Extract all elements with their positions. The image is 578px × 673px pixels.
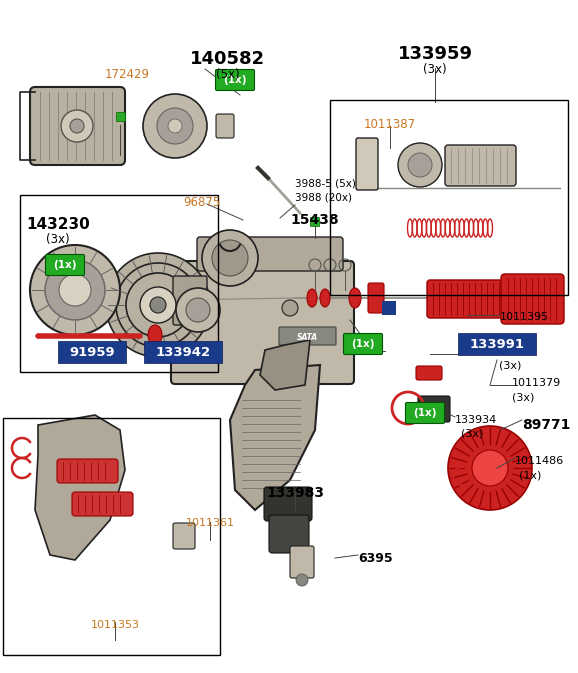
Text: (1x): (1x) <box>413 408 437 418</box>
Text: (3x): (3x) <box>461 429 483 439</box>
FancyBboxPatch shape <box>264 487 312 521</box>
FancyBboxPatch shape <box>356 138 378 190</box>
Bar <box>458 333 536 355</box>
FancyBboxPatch shape <box>279 327 336 345</box>
Circle shape <box>296 574 308 586</box>
Circle shape <box>30 245 120 335</box>
FancyBboxPatch shape <box>46 254 84 275</box>
Text: (5x): (5x) <box>216 68 240 81</box>
Text: SATA: SATA <box>297 332 317 341</box>
FancyBboxPatch shape <box>197 237 343 271</box>
Text: (1x): (1x) <box>223 75 247 85</box>
FancyBboxPatch shape <box>57 459 118 483</box>
Text: 3988-5 (5x): 3988-5 (5x) <box>295 178 356 188</box>
Text: 1011353: 1011353 <box>91 620 139 630</box>
FancyBboxPatch shape <box>445 145 516 186</box>
Circle shape <box>186 298 210 322</box>
Text: 143230: 143230 <box>26 217 90 232</box>
Circle shape <box>70 119 84 133</box>
Text: 89771: 89771 <box>522 418 570 432</box>
Bar <box>202 343 212 353</box>
FancyBboxPatch shape <box>171 261 354 384</box>
Ellipse shape <box>307 289 317 307</box>
Circle shape <box>282 300 298 316</box>
Circle shape <box>202 230 258 286</box>
Bar <box>330 100 568 295</box>
Bar <box>20 195 218 372</box>
Text: (1x): (1x) <box>351 339 375 349</box>
Bar <box>116 112 124 120</box>
Ellipse shape <box>148 325 162 345</box>
Text: 133983: 133983 <box>266 486 324 500</box>
Text: 1011486: 1011486 <box>515 456 564 466</box>
Text: 15438: 15438 <box>291 213 339 227</box>
Text: (3x): (3x) <box>423 63 447 76</box>
Circle shape <box>408 153 432 177</box>
FancyBboxPatch shape <box>216 69 254 90</box>
Text: 3988 (20x): 3988 (20x) <box>295 192 352 202</box>
Bar <box>149 343 157 353</box>
Circle shape <box>472 450 508 486</box>
Text: 1011395: 1011395 <box>500 312 549 322</box>
Polygon shape <box>230 365 320 510</box>
Circle shape <box>61 110 93 142</box>
Text: (3x): (3x) <box>499 360 521 370</box>
FancyBboxPatch shape <box>290 546 314 578</box>
Text: 1011387: 1011387 <box>364 118 416 131</box>
Text: 133942: 133942 <box>155 345 210 359</box>
Bar <box>58 341 126 363</box>
Circle shape <box>106 253 210 357</box>
Text: 91959: 91959 <box>69 345 115 359</box>
Circle shape <box>398 143 442 187</box>
Text: 96875: 96875 <box>183 196 221 209</box>
Circle shape <box>448 426 532 510</box>
FancyBboxPatch shape <box>418 396 450 422</box>
Circle shape <box>143 94 207 158</box>
FancyBboxPatch shape <box>368 283 384 313</box>
Circle shape <box>150 297 166 313</box>
FancyBboxPatch shape <box>173 523 195 549</box>
Text: (3x): (3x) <box>46 233 70 246</box>
FancyBboxPatch shape <box>72 492 133 516</box>
Text: 6395: 6395 <box>358 552 392 565</box>
Text: (1x): (1x) <box>53 260 77 270</box>
Circle shape <box>176 288 220 332</box>
FancyBboxPatch shape <box>416 366 442 380</box>
Text: 133991: 133991 <box>469 337 524 351</box>
FancyBboxPatch shape <box>343 334 383 355</box>
Text: 140582: 140582 <box>190 50 265 68</box>
Bar <box>309 217 318 225</box>
Polygon shape <box>35 415 125 560</box>
Circle shape <box>168 119 182 133</box>
Circle shape <box>140 287 176 323</box>
Bar <box>144 341 222 363</box>
FancyBboxPatch shape <box>269 515 309 553</box>
FancyBboxPatch shape <box>216 114 234 138</box>
Text: (1x): (1x) <box>519 470 542 480</box>
FancyBboxPatch shape <box>173 276 207 325</box>
FancyBboxPatch shape <box>501 274 564 324</box>
Ellipse shape <box>320 289 330 307</box>
Text: 133959: 133959 <box>398 45 472 63</box>
Bar <box>382 301 396 315</box>
FancyBboxPatch shape <box>406 402 444 423</box>
Circle shape <box>59 274 91 306</box>
FancyBboxPatch shape <box>30 87 125 165</box>
FancyBboxPatch shape <box>427 280 508 318</box>
Circle shape <box>45 260 105 320</box>
Ellipse shape <box>349 288 361 308</box>
Text: 1011379: 1011379 <box>512 378 561 388</box>
Text: 133934: 133934 <box>455 415 497 425</box>
Circle shape <box>212 240 248 276</box>
Text: 1011361: 1011361 <box>186 518 235 528</box>
Polygon shape <box>260 340 310 390</box>
Circle shape <box>157 108 193 144</box>
Text: 172429: 172429 <box>105 68 150 81</box>
Text: (3x): (3x) <box>512 393 534 403</box>
Bar <box>3 418 220 655</box>
